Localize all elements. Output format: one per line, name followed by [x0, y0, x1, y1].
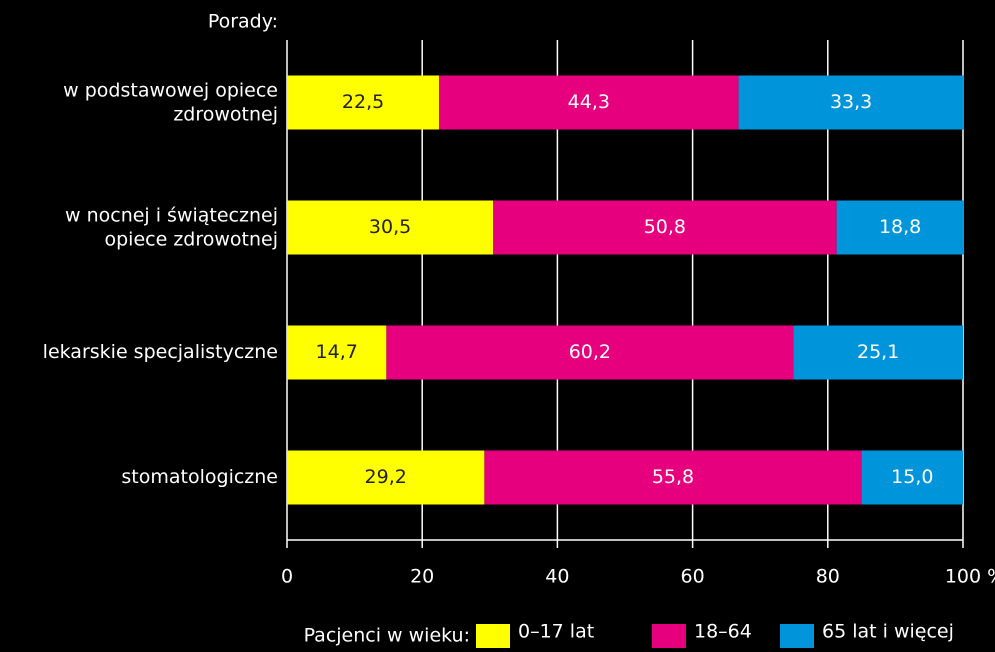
y-tick-label: w nocnej i świątecznej opiece zdrowotnej	[65, 204, 278, 250]
bar-segment	[493, 200, 837, 255]
value-label: 29,2	[365, 466, 407, 488]
value-label: 60,2	[569, 341, 611, 363]
legend-swatch	[476, 624, 510, 648]
value-label: 18,8	[879, 216, 921, 238]
bar-segment	[287, 200, 494, 255]
bar-segment	[386, 325, 794, 380]
bar-segment	[287, 325, 387, 380]
value-label: 15,0	[891, 466, 933, 488]
legend-title: Pacjenci w wieku:	[304, 625, 470, 647]
x-tick-label: 20	[410, 566, 434, 588]
x-tick-label: 40	[545, 566, 569, 588]
bar-segment	[861, 450, 963, 505]
bar-segment	[287, 450, 485, 505]
value-label: 50,8	[644, 216, 686, 238]
y-tick-label: lekarskie specjalistyczne	[43, 341, 278, 363]
legend-label: 65 lat i więcej	[822, 621, 954, 643]
bar-segment	[484, 450, 862, 505]
bar-segment	[287, 75, 440, 130]
value-label: 33,3	[830, 91, 872, 113]
y-axis-label: Porady:	[208, 11, 278, 33]
legend-label: 18–64	[694, 621, 752, 643]
bar-segment	[793, 325, 963, 380]
x-tick-label: 0	[281, 566, 293, 588]
value-label: 55,8	[652, 466, 694, 488]
value-label: 22,5	[342, 91, 384, 113]
value-label: 44,3	[568, 91, 610, 113]
x-tick-label: 60	[681, 566, 705, 588]
value-label: 14,7	[316, 341, 358, 363]
legend-swatch	[652, 624, 686, 648]
bar-segment	[738, 75, 964, 130]
y-tick-label: w podstawowej opiece zdrowotnej	[63, 79, 278, 125]
value-label: 25,1	[857, 341, 899, 363]
legend-label: 0–17 lat	[518, 621, 594, 643]
x-tick-label: 80	[816, 566, 840, 588]
legend-swatch	[780, 624, 814, 648]
bar-segment	[439, 75, 739, 130]
value-label: 30,5	[369, 216, 411, 238]
x-tick-label: 100 %	[945, 566, 995, 588]
bar-segment	[836, 200, 964, 255]
y-tick-label: stomatologiczne	[121, 466, 278, 488]
